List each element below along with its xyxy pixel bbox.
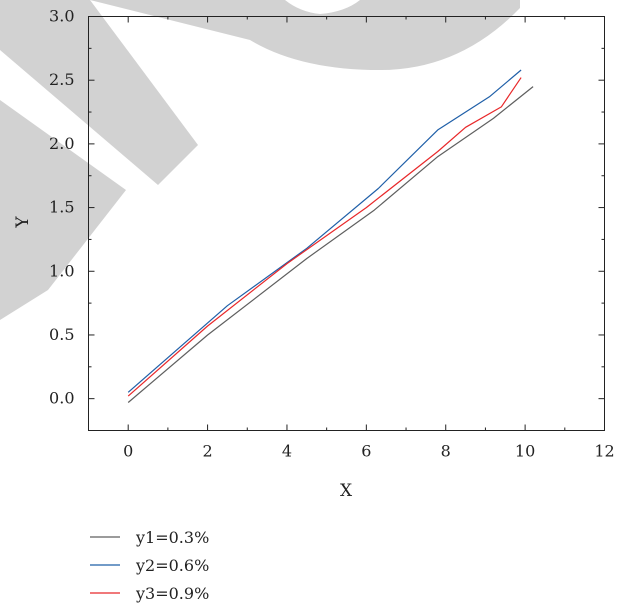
x-tick-label: 2 — [202, 442, 212, 461]
y-tick-label: 3.0 — [49, 7, 74, 26]
series-line-1 — [127, 86, 534, 403]
y-axis-ticks: 0.0 0.5 1.0 1.5 2.0 2.5 3.0 — [49, 7, 605, 431]
series-lines — [127, 69, 534, 403]
x-tick-label: 0 — [123, 442, 133, 461]
series-line-2 — [127, 69, 522, 393]
plot-frame — [88, 16, 605, 431]
y-tick-label: 0.5 — [49, 325, 74, 344]
legend-label-2: y2=0.6% — [135, 556, 209, 575]
y-tick-label: 2.0 — [49, 134, 74, 153]
y-tick-label: 1.5 — [49, 198, 74, 217]
x-tick-label: 12 — [594, 442, 614, 461]
x-axis-ticks: 0 2 4 6 8 10 12 — [88, 16, 615, 461]
y-tick-label: 2.5 — [49, 70, 74, 89]
legend-label-3: y3=0.9% — [135, 584, 209, 603]
x-tick-label: 10 — [515, 442, 535, 461]
legend-label-1: y1=0.3% — [135, 528, 209, 547]
x-axis-title: X — [340, 481, 353, 501]
y-axis-title: Y — [13, 216, 33, 229]
x-tick-label: 4 — [282, 442, 292, 461]
x-tick-label: 8 — [441, 442, 451, 461]
legend: y1=0.3% y2=0.6% y3=0.9% — [90, 528, 209, 603]
y-tick-label: 1.0 — [49, 261, 74, 280]
watermark — [0, 0, 520, 320]
series-line-3 — [127, 77, 522, 397]
x-tick-label: 6 — [361, 442, 371, 461]
y-tick-label: 0.0 — [49, 389, 74, 408]
